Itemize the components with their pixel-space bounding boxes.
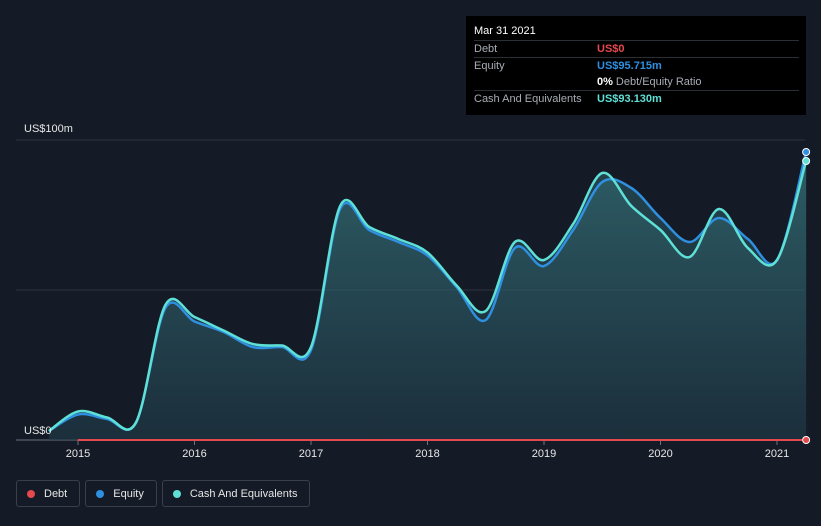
cash-series-line: [48, 160, 808, 433]
legend-label-debt: Debt: [44, 487, 68, 500]
x-tick-label: 2021: [765, 448, 789, 460]
tooltip-ratio-row: 0% Debt/Equity Ratio: [474, 74, 799, 90]
x-tick-label: 2015: [66, 448, 90, 460]
cash-end-point: [802, 157, 811, 165]
tooltip-cash-value: US$93.130m: [597, 93, 662, 105]
cash-dot-icon: [172, 489, 181, 498]
x-tick-label: 2017: [299, 448, 323, 460]
cash-area: [48, 161, 807, 440]
chart-plot: US$0 US$100m 2015 2016 2017 2018 2019 2020 2021: [16, 123, 811, 460]
tooltip-ratio-label: Debt/Equity Ratio: [615, 76, 702, 88]
y-tick-label: US$100m: [24, 123, 73, 135]
legend-item-equity[interactable]: Equity: [85, 480, 157, 507]
tooltip-equity-value: US$95.715m: [597, 60, 662, 72]
legend-label-equity: Equity: [113, 487, 144, 500]
tooltip-cash-label: Cash And Equivalents: [474, 93, 582, 105]
x-tick-label: 2016: [182, 448, 206, 460]
data-tooltip: Mar 31 2021 Debt US$0 Equity US$95.715m …: [466, 16, 806, 115]
x-tick-label: 2019: [532, 448, 556, 460]
tooltip-debt-label: Debt: [474, 43, 498, 55]
y-tick-label: US$0: [24, 425, 52, 437]
tooltip-debt-value: US$0: [597, 43, 625, 55]
tooltip-equity-label: Equity: [474, 60, 505, 72]
tooltip-debt-row: Debt US$0: [474, 40, 799, 57]
legend-item-cash[interactable]: Cash And Equivalents: [161, 480, 311, 507]
tooltip-ratio-value: 0%: [597, 76, 613, 88]
tooltip-cash-row: Cash And Equivalents US$93.130m: [474, 90, 799, 107]
debt-end-point: [802, 436, 811, 444]
tooltip-equity-row: Equity US$95.715m: [474, 57, 799, 74]
legend-item-debt[interactable]: Debt: [16, 480, 81, 507]
debt-dot-icon: [27, 489, 35, 498]
x-tick-label: 2018: [415, 448, 439, 460]
tooltip-date: Mar 31 2021: [474, 25, 536, 37]
equity-series-line: [48, 151, 808, 433]
chart-legend: Debt Equity Cash And Equivalents: [16, 480, 311, 507]
legend-label-cash: Cash And Equivalents: [189, 487, 298, 500]
equity-dot-icon: [96, 489, 105, 498]
x-tick-label: 2020: [648, 448, 672, 460]
equity-end-point: [802, 148, 811, 156]
